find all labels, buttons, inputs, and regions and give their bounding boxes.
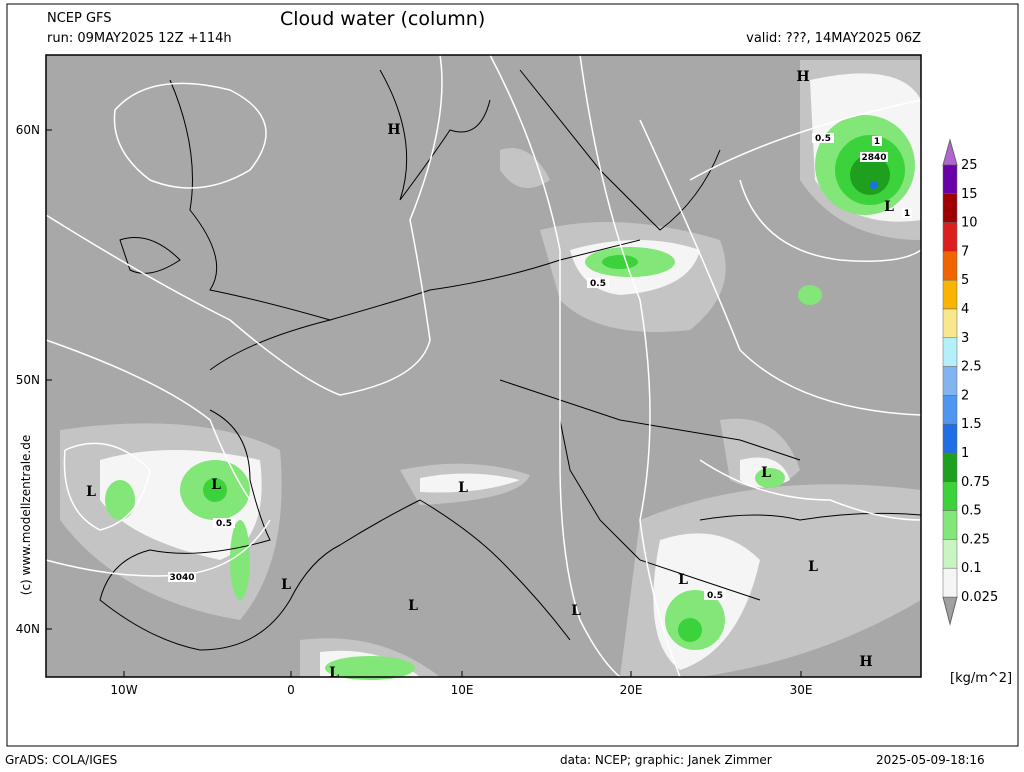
colorbar-unit: [kg/m^2] bbox=[950, 671, 1012, 686]
colorbar-box bbox=[943, 251, 957, 280]
contour-label: 0.5 bbox=[216, 519, 232, 529]
colorbar-box bbox=[943, 309, 957, 338]
colorbar-box bbox=[943, 367, 957, 396]
max-cloud bbox=[870, 181, 878, 189]
colorbar-label: 7 bbox=[961, 244, 969, 259]
colorbar-box bbox=[943, 395, 957, 424]
colorbar-label: 0.025 bbox=[961, 590, 998, 605]
colorbar-box bbox=[943, 424, 957, 453]
colorbar-label: 0.5 bbox=[961, 504, 982, 519]
colorbar-label: 0.25 bbox=[961, 532, 990, 547]
colorbar-label: 3 bbox=[961, 331, 969, 346]
lon-label: 10W bbox=[110, 683, 137, 697]
footer-right: 2025-05-09-18:16 bbox=[876, 753, 985, 767]
colorbar-box bbox=[943, 568, 957, 597]
colorbar-box bbox=[943, 165, 957, 194]
colorbar-label: 15 bbox=[961, 187, 978, 202]
colorbar-label: 0.1 bbox=[961, 561, 982, 576]
colorbar-label: 25 bbox=[961, 158, 978, 173]
colorbar-label: 10 bbox=[961, 216, 978, 231]
colorbar-label: 2.5 bbox=[961, 360, 982, 375]
colorbar-box bbox=[943, 280, 957, 309]
contour-label: 1 bbox=[904, 209, 910, 219]
map-title: Cloud water (column) bbox=[280, 8, 485, 30]
contour-label: 0.5 bbox=[815, 134, 831, 144]
colorbar-box bbox=[943, 194, 957, 223]
lon-label: 30E bbox=[790, 683, 813, 697]
contour-label: 2840 bbox=[861, 153, 886, 163]
contour-label: 1 bbox=[874, 137, 880, 147]
colorbar-label: 4 bbox=[961, 302, 969, 317]
pressure-center: L bbox=[408, 598, 418, 614]
map: H H H L L L L L L L L L L L 2840 3040 0.5 0.5 0.5 0.5 1 1 bbox=[46, 55, 921, 681]
lat-label: 40N bbox=[16, 622, 40, 636]
contour-label: 3040 bbox=[169, 573, 194, 583]
pressure-center: L bbox=[458, 480, 468, 496]
lon-label: 20E bbox=[620, 683, 643, 697]
credit: (c) www.modellzentrale.de bbox=[19, 435, 33, 595]
valid-time: valid: ???, 14MAY2025 06Z bbox=[746, 31, 921, 46]
colorbar-label: 5 bbox=[961, 273, 969, 288]
pressure-center: L bbox=[761, 465, 771, 481]
lat-label: 60N bbox=[16, 123, 40, 137]
colorbar-box bbox=[943, 539, 957, 568]
colorbar-label: 1.5 bbox=[961, 417, 982, 432]
lon-label: 0 bbox=[287, 683, 295, 697]
colorbar-top-arrow bbox=[943, 140, 957, 165]
colorbar-box bbox=[943, 511, 957, 540]
pressure-center: L bbox=[281, 577, 291, 593]
footer-left: GrADS: COLA/IGES bbox=[5, 753, 117, 767]
colorbar-box bbox=[943, 482, 957, 511]
colorbar-bottom-arrow bbox=[943, 597, 957, 624]
pressure-center: L bbox=[678, 572, 688, 588]
lon-label: 10E bbox=[451, 683, 474, 697]
model-name: NCEP GFS bbox=[47, 11, 112, 26]
pressure-center: L bbox=[808, 559, 818, 575]
run-info: run: 09MAY2025 12Z +114h bbox=[47, 31, 232, 46]
footer-center: data: NCEP; graphic: Janek Zimmer bbox=[560, 753, 772, 767]
pressure-center: L bbox=[86, 484, 96, 500]
colorbar-label: 2 bbox=[961, 388, 969, 403]
colorbar-label: 0.75 bbox=[961, 475, 990, 490]
lat-label: 50N bbox=[16, 373, 40, 387]
colorbar-box bbox=[943, 338, 957, 367]
pressure-center: H bbox=[387, 122, 400, 138]
colorbar-box bbox=[943, 223, 957, 252]
pressure-center: L bbox=[571, 603, 581, 619]
pressure-center: H bbox=[796, 69, 809, 85]
pressure-center: L bbox=[211, 477, 221, 493]
pressure-center: L bbox=[884, 199, 894, 215]
contour-label: 0.5 bbox=[707, 591, 723, 601]
colorbar-label: 1 bbox=[961, 446, 969, 461]
pressure-center: H bbox=[859, 654, 872, 670]
contour-label: 0.5 bbox=[590, 279, 606, 289]
pressure-center: L bbox=[329, 665, 339, 681]
colorbar-box bbox=[943, 453, 957, 482]
